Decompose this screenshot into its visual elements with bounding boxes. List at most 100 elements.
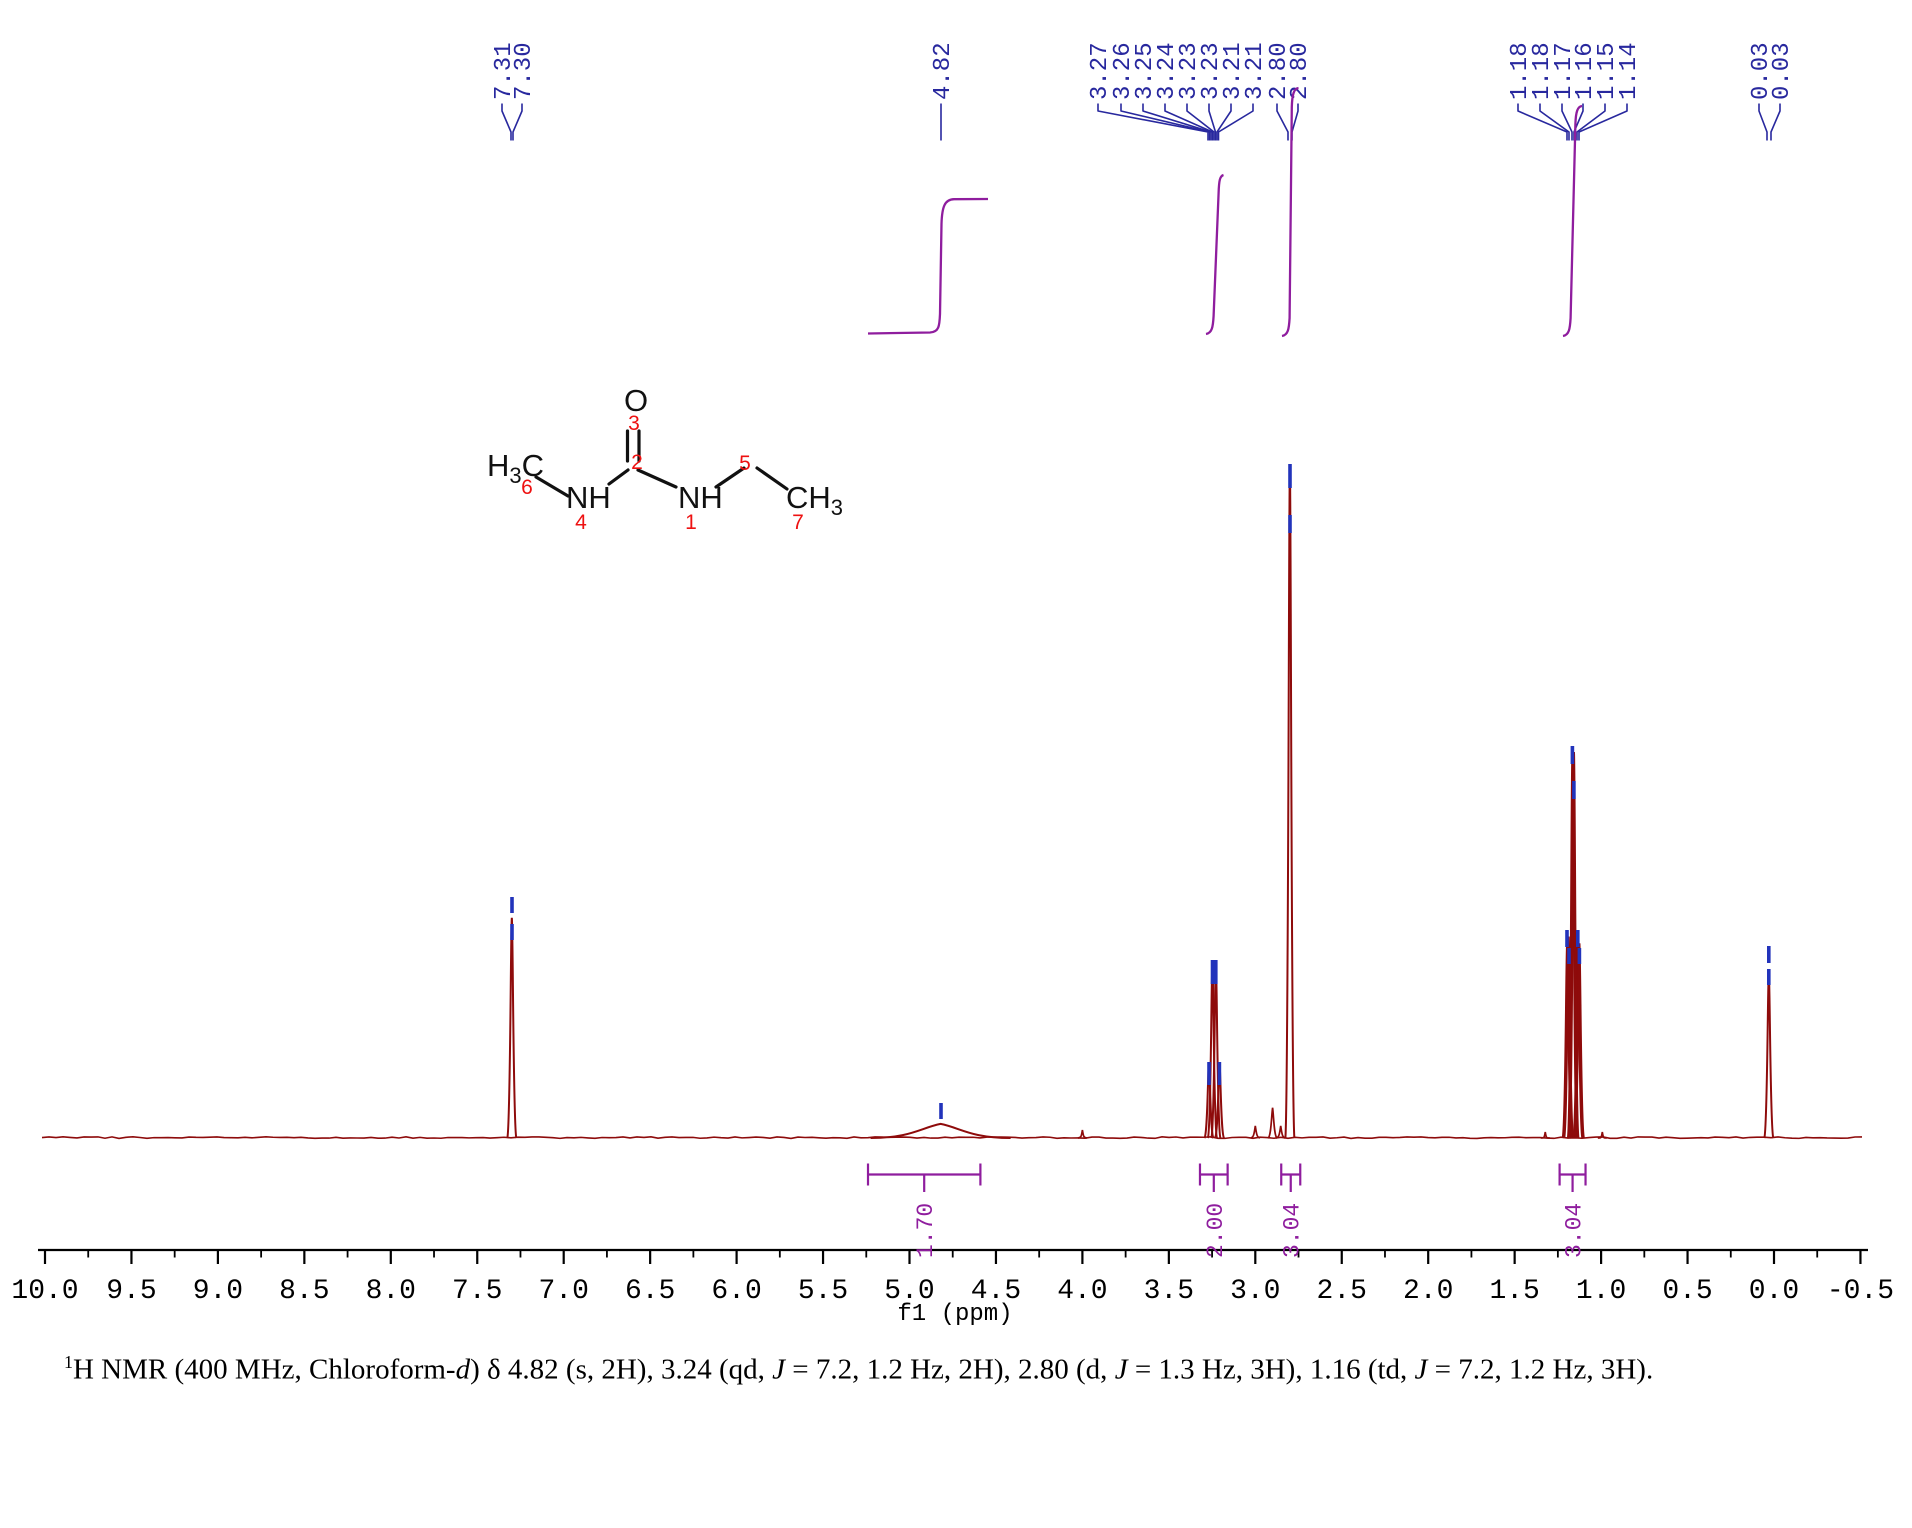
axis-tick-label: 9.5 xyxy=(106,1276,156,1307)
peak-pick-label: 1.14 xyxy=(1616,42,1643,100)
peak-pick-label: 1.15 xyxy=(1594,42,1621,100)
peak-pick-label: 0.03 xyxy=(1769,42,1796,100)
peak-pick-label: 3.23 xyxy=(1176,42,1203,100)
peak-pick-label: 4.82 xyxy=(930,42,957,100)
axis-tick-label: 4.5 xyxy=(971,1276,1021,1307)
peak-nch3-doublet xyxy=(1284,466,1296,1139)
label-connector-line xyxy=(1120,103,1211,141)
atom-label: NH xyxy=(678,480,723,515)
axis-tick-label: 7.0 xyxy=(538,1276,588,1307)
caption-segment: = 7.2, 1.2 Hz, 2H), 2.80 (d, xyxy=(785,1353,1115,1386)
label-connector-line xyxy=(1216,103,1232,141)
peak-pick-label: 1.17 xyxy=(1551,42,1578,100)
bond-line xyxy=(607,468,630,486)
caption-segment: 1 xyxy=(64,1352,73,1372)
axis-tick-label: -0.5 xyxy=(1827,1276,1894,1307)
atom-number: 1 xyxy=(685,511,697,534)
caption-segment: H NMR (400 MHz, Chloroform- xyxy=(72,1353,456,1386)
peak-chloroform-solvent xyxy=(506,917,518,1139)
peak-pick-label: 3.24 xyxy=(1154,42,1181,100)
integrals: 1.70 2.00 3.04 3.04 xyxy=(866,86,1588,1258)
x-axis xyxy=(38,1248,1868,1264)
axis-tick-label: 5.0 xyxy=(884,1276,934,1307)
minor-peak xyxy=(1597,1131,1607,1139)
peak-pick-labels: 7.317.30 4.82 3.273.263.253.243.233.233.21… xyxy=(491,42,1796,141)
bond-line xyxy=(714,466,746,489)
peak-pick-label: 3.27 xyxy=(1087,42,1114,100)
atom-number: 4 xyxy=(575,511,587,534)
axis-tick-label: 7.5 xyxy=(452,1276,502,1307)
axis-tick-label: 8.5 xyxy=(279,1276,329,1307)
integral-value-label: 2.00 xyxy=(1203,1203,1229,1258)
atom-number: 2 xyxy=(631,451,643,474)
caption-segment: J xyxy=(772,1353,785,1386)
bond-line xyxy=(534,475,570,498)
atom-number: 5 xyxy=(739,452,751,475)
caption-segment: d xyxy=(455,1353,471,1386)
axis-tick-label: 10.0 xyxy=(11,1276,78,1307)
integral-value-label: 3.04 xyxy=(1280,1203,1306,1258)
minor-peak xyxy=(1077,1129,1088,1139)
spectrum-trace xyxy=(41,466,1863,1140)
label-connector-line xyxy=(1539,103,1570,141)
integral-curve xyxy=(1281,86,1299,338)
axis-tick-label: 6.0 xyxy=(711,1276,761,1307)
caption-segment: ) δ 4.82 (s, 2H), 3.24 (qd, xyxy=(470,1353,773,1386)
peak-pick-label: 3.21 xyxy=(1220,42,1247,100)
caption-segment: = 1.3 Hz, 3H), 1.16 (td, xyxy=(1127,1353,1415,1386)
minor-peak xyxy=(1250,1125,1261,1139)
caption-segment: = 7.2, 1.2 Hz, 3H). xyxy=(1427,1353,1654,1386)
axis-tick-label: 6.5 xyxy=(625,1276,675,1307)
label-connector-line xyxy=(1217,103,1254,141)
baseline xyxy=(41,1136,1863,1140)
integral-curve xyxy=(1562,104,1583,338)
label-connector-line xyxy=(1578,103,1628,141)
axis-tick-label: 1.5 xyxy=(1489,1276,1539,1307)
axis-tick-label: 0.0 xyxy=(1749,1276,1799,1307)
label-connector-line xyxy=(1758,103,1768,141)
peak-pick-label: 1.16 xyxy=(1572,42,1599,100)
caption: 1H NMR (400 MHz, Chloroform-d) δ 4.82 (s… xyxy=(64,1352,1864,1387)
minor-peak xyxy=(1540,1131,1550,1139)
caption-segment: J xyxy=(1114,1353,1128,1386)
atom-label: NH xyxy=(566,480,611,515)
axis-tick-label: 2.0 xyxy=(1403,1276,1453,1307)
integral-value-label: 3.04 xyxy=(1562,1203,1588,1258)
axis-tick-label: 1.0 xyxy=(1576,1276,1626,1307)
peak-pick-label: 3.23 xyxy=(1198,42,1225,100)
peak-nh-broad-singlet xyxy=(870,1122,1011,1139)
atom-number: 7 xyxy=(792,511,804,534)
minor-peak xyxy=(1275,1125,1286,1139)
peak-pick-label: 1.18 xyxy=(1529,42,1556,100)
atom-label: H3C xyxy=(487,448,544,488)
peak-pick-label: 0.03 xyxy=(1748,42,1775,100)
label-connector-line xyxy=(1164,103,1214,141)
label-connector-line xyxy=(1142,103,1212,141)
peak-pick-label: 2.80 xyxy=(1266,42,1293,100)
peak-pick-label: 1.18 xyxy=(1507,42,1534,100)
peak-pick-label: 3.26 xyxy=(1110,42,1137,100)
integral-value-label: 1.70 xyxy=(913,1203,939,1258)
label-connector-line xyxy=(1097,103,1209,141)
atom-label: O xyxy=(624,383,648,418)
axis-tick-label: 8.0 xyxy=(366,1276,416,1307)
peak-pick-marks xyxy=(510,464,1771,1119)
integral-curve xyxy=(867,197,989,335)
caption-segment: J xyxy=(1414,1353,1428,1386)
molecule-structure: H3C NH O NH CH3 6 4 3 2 1 5 7 xyxy=(487,383,843,534)
integral-curve xyxy=(1205,173,1224,336)
axis-title: f1 (ppm) xyxy=(897,1301,1012,1328)
axis-tick-label: 4.0 xyxy=(1057,1276,1107,1307)
label-connector-line xyxy=(1276,103,1289,141)
axis-tick-label: 0.5 xyxy=(1662,1276,1712,1307)
label-connector-line xyxy=(1576,103,1606,141)
axis-tick-label: 9.0 xyxy=(193,1276,243,1307)
peak-pick-label: 3.25 xyxy=(1132,42,1159,100)
label-connector-line xyxy=(501,103,512,141)
bond-line xyxy=(636,468,678,489)
label-connector-line xyxy=(1561,103,1573,141)
peak-pick-label: 2.80 xyxy=(1287,42,1314,100)
peak-tms-reference xyxy=(1763,972,1775,1139)
peak-pick-label: 7.30 xyxy=(511,42,538,100)
